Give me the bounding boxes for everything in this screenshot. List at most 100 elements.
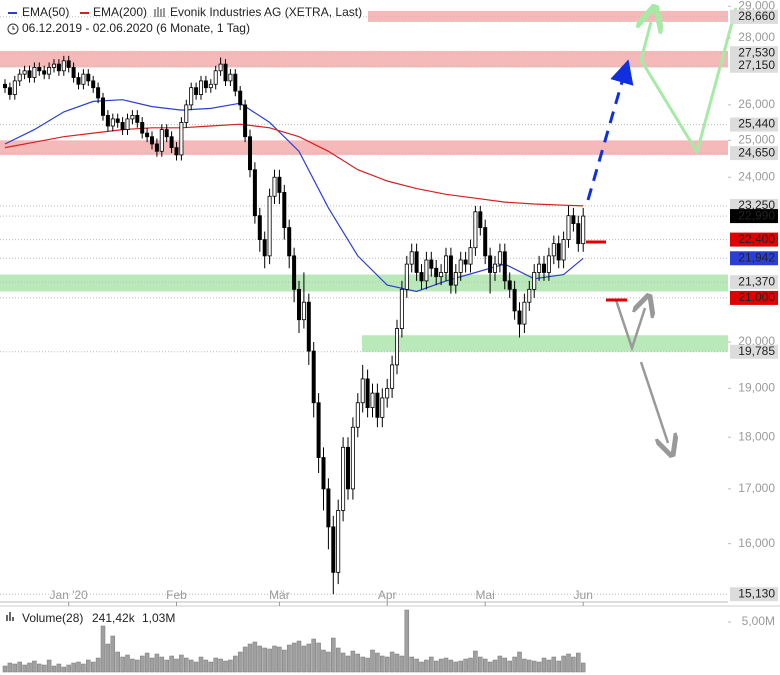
volume-bar [306, 643, 312, 673]
candle-body [380, 397, 385, 418]
candle-body [91, 80, 96, 89]
volume-bar [46, 659, 52, 673]
candle-body [370, 392, 375, 408]
level-box [730, 117, 778, 132]
volume-bar [571, 656, 576, 673]
legend-label: EMA(50) [22, 5, 69, 19]
candle-body [203, 80, 208, 89]
y-tick-label: 25,000 [738, 133, 775, 147]
volume-bar [536, 661, 542, 673]
y-tick-label: 17,000 [738, 481, 775, 495]
level-box [730, 46, 778, 61]
candle-body [223, 63, 228, 82]
candle-body [145, 132, 150, 138]
candle-body [12, 80, 17, 95]
x-tick-label: Mai [476, 588, 495, 602]
candle-body [546, 255, 551, 273]
candle-body [429, 259, 434, 269]
candle-body [463, 259, 468, 265]
candle-body [277, 176, 282, 193]
volume-bar [12, 663, 18, 673]
candle-body [507, 280, 512, 290]
level-box [730, 58, 778, 73]
level-box [730, 232, 778, 247]
x-tick-label: Jan '20 [50, 588, 89, 602]
candle-body [581, 215, 586, 245]
y-tick-label: 20,000 [738, 334, 775, 348]
candle-body [448, 255, 453, 286]
volume-bar [527, 659, 532, 673]
candle-body [301, 301, 306, 321]
arrow-gray-up [614, 300, 645, 352]
volume-bar [223, 660, 228, 673]
volume-bar [174, 658, 179, 673]
candle-body [566, 215, 571, 240]
candle-body [502, 251, 507, 282]
candle-body [66, 60, 71, 68]
volume-bar [463, 658, 468, 673]
volume-bar [384, 656, 390, 673]
x-tick-label: Jun [574, 588, 593, 602]
volume-bar [193, 661, 199, 673]
volume-bar [443, 657, 449, 673]
volume-bar [556, 660, 561, 673]
volume-tick-label: 5,00M [742, 614, 775, 628]
volume-bar [71, 662, 76, 673]
volume-bar [100, 625, 106, 673]
candle-body [292, 255, 297, 290]
volume-bar [326, 651, 331, 673]
candle-body [409, 251, 414, 265]
scenario-arrows [586, 8, 738, 443]
volume-bar [188, 659, 194, 673]
volume-bar [580, 662, 586, 673]
volume-bar [135, 659, 140, 673]
candle-body [71, 67, 76, 78]
clock-icon [7, 23, 19, 35]
candle-body [179, 122, 184, 156]
candle-body [174, 147, 179, 156]
candle-body [105, 114, 110, 127]
volume-bar [345, 655, 351, 673]
candle-body [247, 136, 252, 171]
candle-body [316, 402, 321, 458]
candle-body [458, 259, 463, 273]
volume-bar [51, 665, 57, 673]
volume-bar [335, 647, 341, 673]
volume-bar [277, 646, 282, 673]
volume-bar [438, 658, 444, 673]
candle-body [492, 263, 497, 273]
volume-bar [179, 654, 184, 673]
volume-bar [120, 656, 125, 673]
candle-body [424, 259, 429, 282]
volume-bar [198, 656, 204, 673]
level-box [730, 251, 778, 266]
chart-subtitle: 06.12.2019 - 02.06.2020 (6 Monate, 1 Tag… [22, 21, 250, 35]
volume-bar [208, 661, 214, 673]
volume-bar [399, 655, 405, 673]
volume-bar [380, 655, 385, 673]
volume-bar [257, 645, 263, 673]
candle-body [7, 87, 12, 95]
candle-body [3, 83, 8, 89]
volume-bar [340, 652, 346, 673]
volume-bar [321, 649, 326, 673]
level-label: 27,530 [738, 45, 775, 59]
volume-bar [497, 655, 503, 673]
candle-body [257, 215, 262, 240]
volume-bar [267, 648, 272, 673]
volume-icon [6, 612, 14, 621]
candle-body [184, 104, 189, 123]
candle-body [399, 288, 404, 329]
volume-bar [213, 657, 218, 673]
candle-body [213, 70, 218, 85]
candle-body [189, 87, 194, 106]
y-tick-label: 24,000 [738, 169, 775, 183]
header: EMA(50) EMA(200) Evonik Industries AG (X… [6, 5, 362, 625]
axes: Jan '20 Feb Mär Apr Mai Jun [0, 588, 780, 607]
x-tick-label: Feb [166, 588, 187, 602]
candle-body [42, 70, 47, 75]
volume-bar [311, 638, 316, 673]
zone [0, 274, 728, 292]
candle-body [140, 122, 145, 134]
